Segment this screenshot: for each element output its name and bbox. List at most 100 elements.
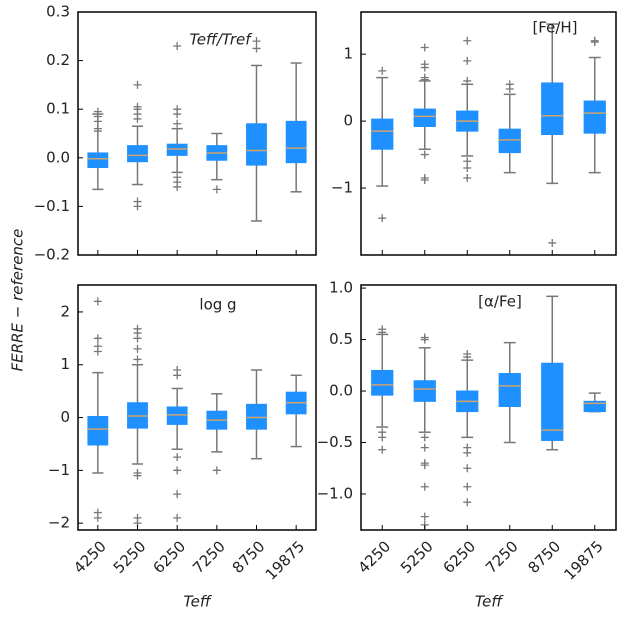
y-tick-label: −0.5 <box>317 433 353 451</box>
box <box>371 369 394 396</box>
outlier <box>420 333 429 342</box>
box <box>87 415 109 446</box>
outlier <box>463 482 472 491</box>
panel-title: Teff/Tref <box>189 31 253 49</box>
plot-frame <box>77 11 317 256</box>
x-tick-label: 6250 <box>149 537 189 577</box>
y-tick-label: −1 <box>48 461 70 479</box>
box <box>583 400 606 413</box>
outlier <box>463 349 472 358</box>
outlier <box>378 445 387 454</box>
y-tick-label: 0 <box>343 112 353 130</box>
outlier <box>420 482 429 491</box>
outlier <box>93 513 102 522</box>
outlier <box>590 36 599 45</box>
y-tick-label: 0.0 <box>329 382 353 400</box>
outlier <box>133 355 142 364</box>
x-axis-label: Teff <box>475 593 505 611</box>
box <box>246 123 267 166</box>
box <box>371 118 394 150</box>
x-tick-label: 4250 <box>355 537 395 577</box>
outlier <box>378 433 387 442</box>
box <box>541 362 564 441</box>
y-axis-label: FERRE − reference <box>9 229 27 372</box>
y-tick-label: −1.0 <box>317 484 353 502</box>
box <box>246 403 267 430</box>
y-tick-label: 0.0 <box>46 148 70 166</box>
outlier <box>378 66 387 75</box>
outlier <box>420 443 429 452</box>
y-tick-label: −0.1 <box>34 197 70 215</box>
box <box>413 108 436 127</box>
outlier <box>420 176 429 185</box>
outlier <box>212 185 221 194</box>
outlier <box>252 44 261 53</box>
outlier <box>133 324 142 333</box>
outlier <box>463 76 472 85</box>
outlier <box>173 105 182 114</box>
x-tick-label: 19875 <box>262 537 308 583</box>
box <box>583 100 606 134</box>
y-tick-label: 1 <box>343 45 353 63</box>
x-tick-label: 19875 <box>560 537 606 583</box>
outlier <box>173 366 182 375</box>
box <box>541 82 564 136</box>
outlier <box>420 43 429 52</box>
panel-title: log g <box>199 296 236 314</box>
outlier <box>463 36 472 45</box>
panel-title: [Fe/H] <box>532 19 577 37</box>
outlier <box>420 433 429 442</box>
outlier <box>463 464 472 473</box>
box <box>166 406 188 425</box>
outlier <box>93 107 102 116</box>
x-tick-label: 8750 <box>525 537 565 577</box>
box <box>127 145 148 163</box>
outlier <box>463 157 472 166</box>
y-tick-label: 0 <box>60 408 70 426</box>
outlier <box>212 466 221 475</box>
box <box>413 380 436 402</box>
plot-frame <box>77 284 317 531</box>
outlier <box>93 334 102 343</box>
outlier <box>420 73 429 82</box>
outlier <box>93 124 102 133</box>
outlier <box>463 163 472 172</box>
outlier <box>173 453 182 462</box>
plot-frame <box>360 11 617 256</box>
outlier <box>463 498 472 507</box>
outlier <box>463 56 472 65</box>
y-tick-label: −0.2 <box>34 246 70 264</box>
outlier <box>173 42 182 51</box>
outlier <box>463 174 472 183</box>
y-tick-label: −1 <box>331 179 353 197</box>
outlier <box>378 325 387 334</box>
y-tick-label: 0.5 <box>329 330 353 348</box>
outlier <box>378 214 387 223</box>
outlier <box>252 37 261 46</box>
outlier <box>133 344 142 353</box>
outlier <box>505 80 514 89</box>
box <box>285 120 307 164</box>
x-tick-label: 5250 <box>397 537 437 577</box>
outlier <box>133 202 142 211</box>
outlier <box>548 238 557 247</box>
outlier <box>420 60 429 69</box>
x-axis-label: Teff <box>183 593 213 611</box>
outlier <box>133 102 142 111</box>
outlier <box>173 466 182 475</box>
box <box>498 128 521 154</box>
y-tick-label: 0.1 <box>46 100 70 118</box>
outlier <box>173 119 182 128</box>
y-tick-label: 2 <box>60 302 70 320</box>
outlier <box>173 513 182 522</box>
outlier <box>93 342 102 351</box>
x-tick-label: 5250 <box>110 537 150 577</box>
box <box>498 373 521 407</box>
outlier <box>420 461 429 470</box>
x-tick-label: 7250 <box>482 537 522 577</box>
outlier <box>420 150 429 159</box>
y-tick-label: 0.3 <box>46 3 70 21</box>
y-tick-label: 1 <box>60 355 70 373</box>
y-tick-label: 1.0 <box>329 279 353 297</box>
